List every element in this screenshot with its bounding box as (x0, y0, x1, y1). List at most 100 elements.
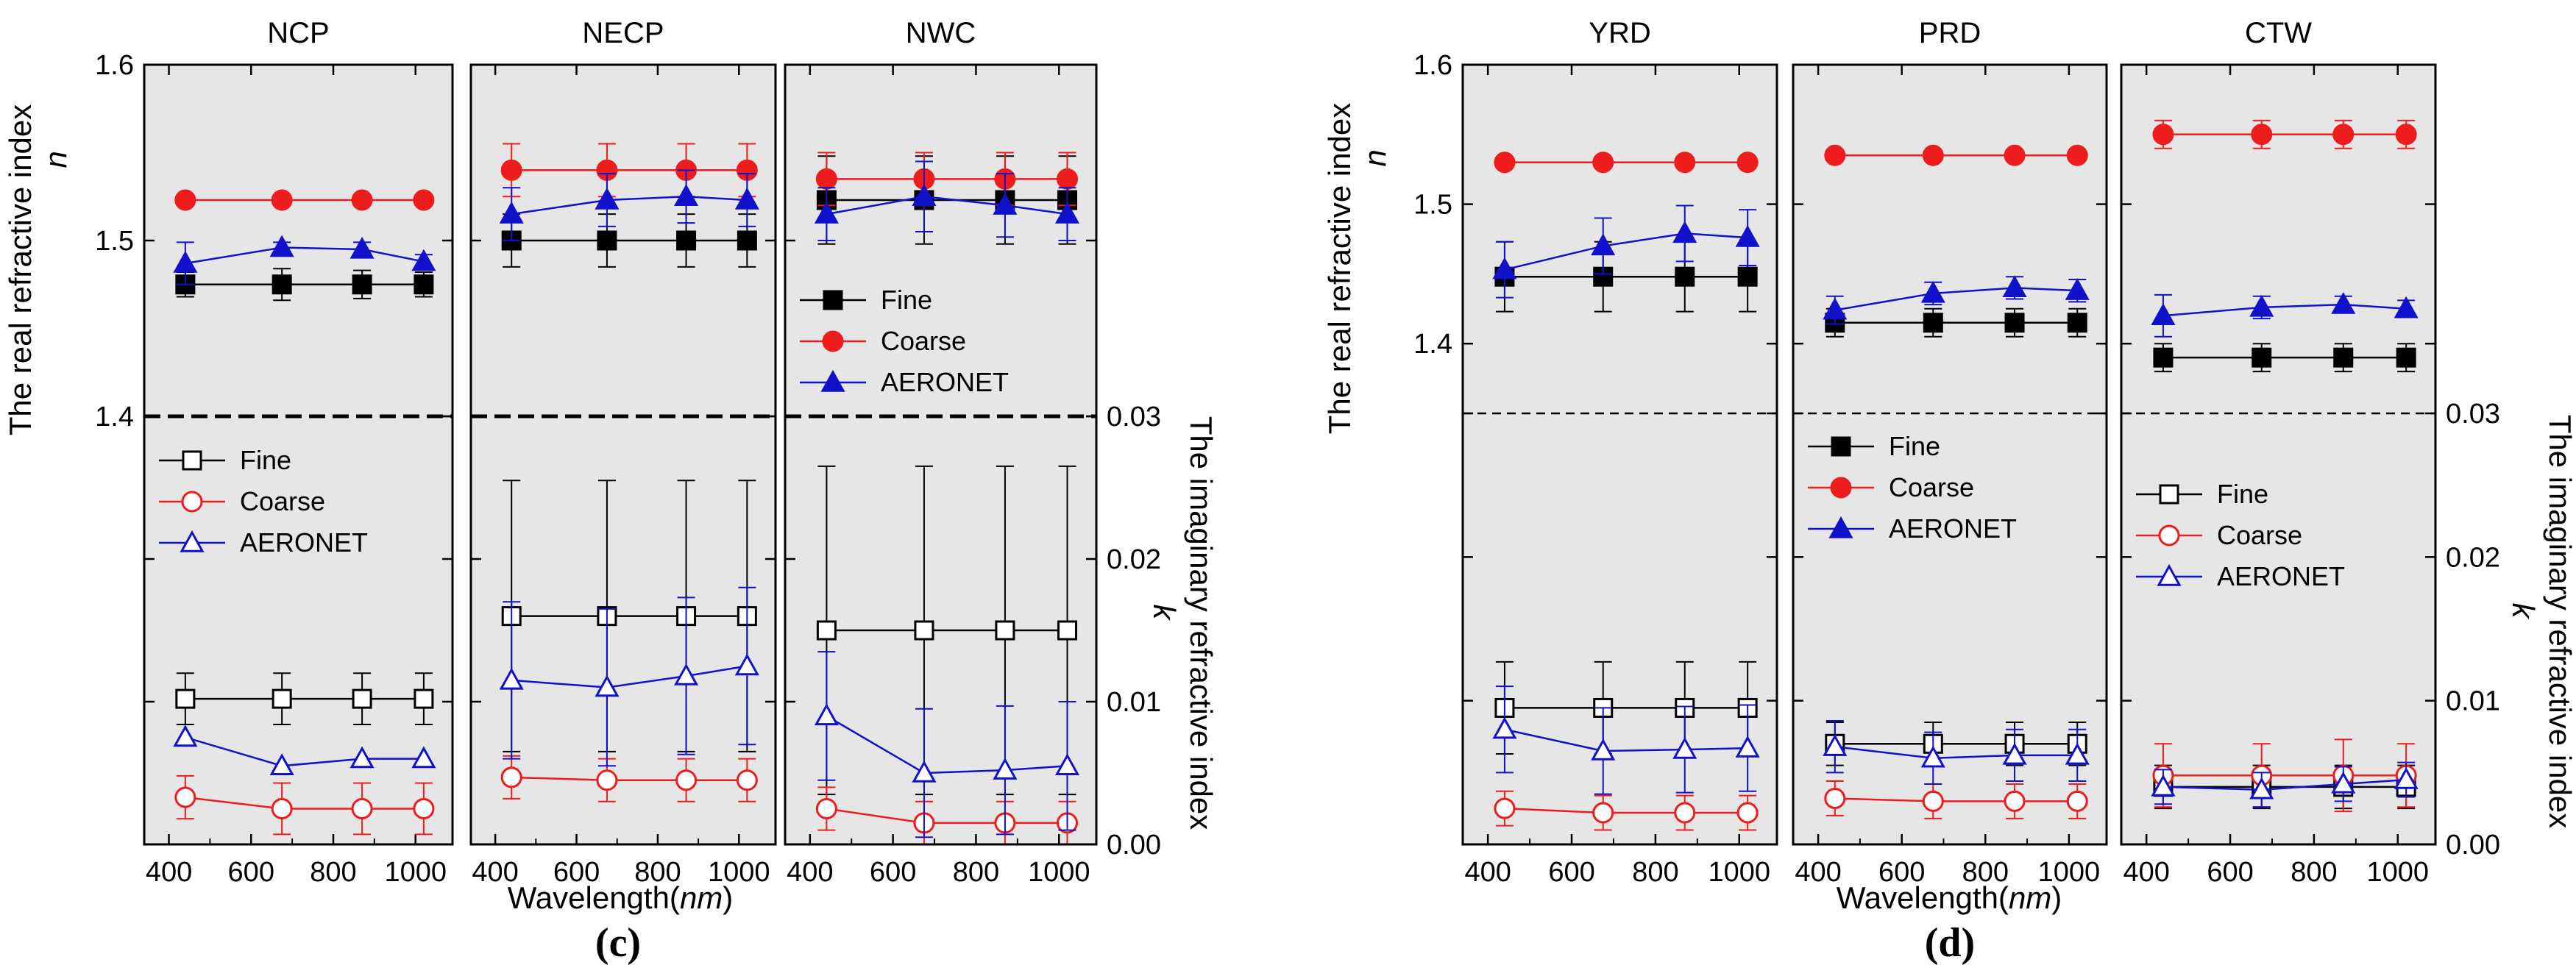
series-line (511, 195, 748, 216)
x-axis-label-close: ) (2051, 880, 2062, 915)
series-n-aeronet (1823, 275, 2090, 325)
y-tick-label-right: 0.03 (1107, 402, 1161, 432)
y-tick-label-left: 1.6 (1413, 50, 1452, 81)
data-point (1922, 790, 1944, 812)
panel-title: PRD (1919, 17, 1981, 49)
data-point (173, 724, 198, 747)
figure-c: NCP 400 600 800 1000 1.4 1.5 1.6 Fine Coarse AERON… (3, 17, 1218, 965)
panel-yrd: YRD 400 600 800 1000 1.4 1.5 1.6 (1413, 17, 1778, 888)
y-axis-label-right: The imaginary refractive index (1184, 416, 1218, 830)
legend-marker-coarse (181, 491, 203, 513)
x-tick-label: 400 (472, 857, 518, 888)
series-line (511, 776, 748, 781)
series-n-aeronet (1492, 204, 1760, 299)
series-n-aeronet (2151, 292, 2419, 338)
data-point (1672, 221, 1697, 243)
series-n-coarse (1824, 144, 2088, 166)
data-point (1736, 152, 1759, 174)
data-point (995, 620, 1015, 641)
data-point (914, 620, 934, 641)
data-point (352, 274, 372, 295)
series-n-coarse (1494, 152, 1759, 174)
data-point (1674, 802, 1696, 824)
data-point (2151, 774, 2176, 797)
data-point (2331, 292, 2356, 314)
data-point (595, 674, 620, 697)
panel-frame (143, 63, 454, 846)
legend-upper: Fine Coarse AERONET (1808, 431, 2017, 544)
data-point (993, 193, 1018, 215)
legend-lower: Fine Coarse AERONET (159, 445, 368, 558)
data-point (2331, 771, 2356, 794)
y-tick-label-right: 0.01 (1107, 687, 1161, 718)
y-tick-label-right: 0.02 (2446, 542, 2500, 573)
data-point (675, 769, 698, 791)
series-n-aeronet (499, 169, 759, 241)
data-point (1823, 734, 1848, 756)
legend-lower: Fine Coarse AERONET (2136, 479, 2345, 591)
y-axis-var-right: k (1147, 605, 1182, 622)
x-tick-label: 1000 (2366, 857, 2429, 888)
panel-necp: NECP 400 600 800 1000 (469, 17, 777, 888)
legend-marker-aeronet (180, 530, 205, 552)
series-k-coarse (174, 775, 435, 836)
legend-upper: Fine Coarse AERONET (800, 285, 1009, 397)
data-point (2394, 296, 2419, 318)
data-point (269, 235, 294, 257)
panel-frame (469, 63, 777, 846)
data-point (597, 230, 617, 251)
data-point (272, 274, 292, 295)
data-point (2151, 303, 2176, 325)
x-tick-label: 1000 (2038, 857, 2101, 888)
data-point (1737, 266, 1758, 287)
x-tick-label: 1000 (384, 857, 447, 888)
data-point (1492, 716, 1517, 739)
data-point (2004, 790, 2026, 812)
data-point (676, 230, 697, 251)
data-point (1824, 144, 1846, 166)
x-axis-label-unit: nm (680, 880, 723, 915)
data-point (499, 202, 524, 224)
series-line (826, 715, 1068, 775)
data-point (1735, 736, 1760, 758)
series-k-aeronet (173, 724, 436, 775)
y-tick-label-left: 1.5 (1413, 190, 1452, 221)
data-point (352, 688, 372, 709)
panel-background (2121, 65, 2435, 844)
x-tick-label: 400 (146, 857, 192, 888)
series-line (1834, 745, 2078, 760)
data-point (174, 786, 196, 808)
y-tick-label-left: 1.4 (95, 402, 134, 432)
x-axis-label-unit: nm (2009, 880, 2051, 915)
data-point (1923, 313, 1943, 333)
data-point (1736, 802, 1759, 824)
data-point (814, 202, 839, 224)
y-tick-label-right: 0.00 (1107, 830, 1161, 861)
data-point (1823, 297, 1848, 320)
series-line (511, 665, 748, 688)
panel-title: YRD (1589, 17, 1650, 49)
data-point (271, 798, 293, 819)
panel-frame (784, 63, 1098, 846)
panel-background (1463, 65, 1777, 844)
x-axis-label-text: Wavelength( (1837, 880, 2009, 915)
data-point (734, 187, 759, 210)
series-line (185, 736, 424, 767)
data-point (2249, 294, 2274, 317)
x-tick-label: 600 (553, 857, 600, 888)
series-line (1504, 232, 1748, 271)
x-tick-label: 600 (1548, 857, 1594, 888)
data-point (269, 753, 294, 775)
data-point (175, 688, 196, 709)
data-point (737, 230, 757, 251)
series-k-aeronet (814, 651, 1080, 838)
data-point (1674, 152, 1696, 174)
legend-marker-aeronet (1828, 516, 1853, 538)
series-line (1504, 728, 1748, 752)
data-point (734, 653, 759, 676)
data-point (500, 159, 522, 181)
series-line (1834, 797, 2078, 802)
figure-caption: (d) (1925, 920, 1975, 965)
data-point (499, 667, 524, 690)
legend-marker-aeronet (820, 369, 845, 392)
